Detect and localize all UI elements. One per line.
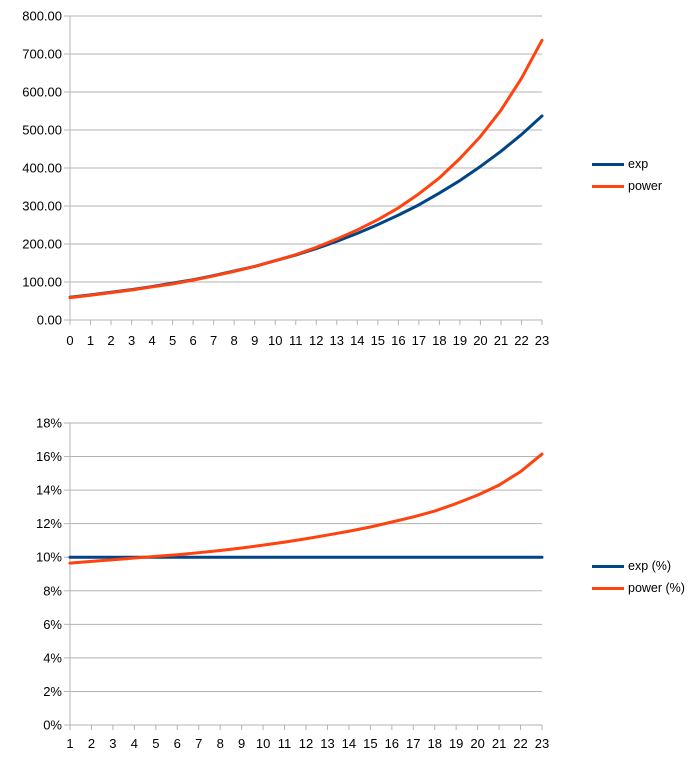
legend-swatch [592, 162, 624, 166]
x-tick-label: 1 [87, 333, 94, 348]
x-tick-label: 23 [535, 736, 549, 751]
y-tick-label: 300.00 [22, 199, 62, 214]
x-tick-label: 5 [169, 333, 176, 348]
y-tick-label: 2% [43, 684, 62, 699]
x-tick-label: 16 [385, 736, 399, 751]
y-tick-label: 0% [43, 718, 62, 733]
x-tick-label: 0 [66, 333, 73, 348]
y-tick-label: 18% [36, 416, 62, 431]
legend-label: exp (%) [628, 559, 672, 573]
x-tick-label: 22 [513, 736, 527, 751]
series-line-exp [68, 114, 544, 299]
series-line-power [68, 452, 544, 565]
legend-label: exp [628, 157, 649, 171]
x-tick-label: 14 [342, 736, 356, 751]
x-tick-label: 7 [210, 333, 217, 348]
x-tick-label: 22 [514, 333, 528, 348]
y-tick-label: 600.00 [22, 85, 62, 100]
y-tick-label: 800.00 [22, 9, 62, 24]
legend-swatch [592, 586, 624, 590]
x-tick-label: 1 [66, 736, 73, 751]
y-tick-label: 700.00 [22, 47, 62, 62]
legend-item: power (%) [592, 577, 685, 599]
x-tick-label: 11 [289, 333, 303, 348]
x-tick-label: 8 [217, 736, 224, 751]
x-tick-label: 12 [299, 736, 313, 751]
x-tick-label: 4 [131, 736, 138, 751]
x-tick-label: 8 [231, 333, 238, 348]
legend-label: power [628, 179, 663, 193]
line-chart-values: 0.00 100.00 200.00 300.00 400.00 500.00 600.00… [22, 9, 549, 349]
y-tick-label: 0.00 [37, 313, 62, 328]
x-tick-label: 9 [251, 333, 258, 348]
legend-percent: exp (%) power (%) [592, 555, 685, 599]
x-tick-label: 20 [470, 736, 484, 751]
x-tick-label: 14 [350, 333, 364, 348]
legend-item: power [592, 175, 662, 197]
y-tick-label: 8% [43, 583, 62, 598]
x-tick-label: 9 [238, 736, 245, 751]
x-tick-label: 15 [371, 333, 385, 348]
series-line-power [68, 38, 544, 300]
x-tick-label: 2 [107, 333, 114, 348]
y-tick-label: 100.00 [22, 275, 62, 290]
x-tick-label: 3 [109, 736, 116, 751]
x-tick-label: 12 [309, 333, 323, 348]
y-tick-label: 500.00 [22, 123, 62, 138]
y-tick-label: 10% [36, 550, 62, 565]
x-tick-label: 21 [494, 333, 508, 348]
x-tick-label: 2 [88, 736, 95, 751]
x-tick-label: 10 [268, 333, 282, 348]
x-tick-label: 6 [190, 333, 197, 348]
y-tick-label: 200.00 [22, 237, 62, 252]
x-tick-label: 18 [432, 333, 446, 348]
x-tick-label: 7 [195, 736, 202, 751]
x-tick-label: 17 [406, 736, 420, 751]
x-tick-label: 17 [412, 333, 426, 348]
y-tick-label: 400.00 [22, 161, 62, 176]
x-tick-label: 15 [363, 736, 377, 751]
x-tick-label: 11 [278, 736, 292, 751]
x-tick-label: 21 [492, 736, 506, 751]
x-tick-label: 23 [535, 333, 549, 348]
x-tick-label: 16 [391, 333, 405, 348]
x-tick-label: 18 [427, 736, 441, 751]
y-tick-label: 16% [36, 449, 62, 464]
x-tick-label: 10 [256, 736, 270, 751]
y-tick-label: 4% [43, 650, 62, 665]
x-tick-label: 3 [128, 333, 135, 348]
y-tick-label: 14% [36, 483, 62, 498]
legend-values: exp power [592, 153, 662, 197]
y-tick-label: 12% [36, 516, 62, 531]
x-tick-label: 13 [330, 333, 344, 348]
legend-swatch [592, 184, 624, 188]
x-tick-label: 4 [148, 333, 155, 348]
x-tick-label: 6 [174, 736, 181, 751]
x-tick-label: 13 [320, 736, 334, 751]
legend-swatch [592, 564, 624, 568]
x-tick-label: 20 [473, 333, 487, 348]
legend-label: power (%) [628, 581, 685, 595]
x-tick-label: 19 [453, 333, 467, 348]
line-chart-percent: 0%2%4%6%8%10%12%14%16%18%1 2 3 4 5 6 7 8 9 10 11 12… [36, 416, 549, 752]
x-tick-label: 5 [152, 736, 159, 751]
x-tick-label: 19 [449, 736, 463, 751]
legend-item: exp (%) [592, 555, 685, 577]
y-tick-label: 6% [43, 617, 62, 632]
legend-item: exp [592, 153, 662, 175]
